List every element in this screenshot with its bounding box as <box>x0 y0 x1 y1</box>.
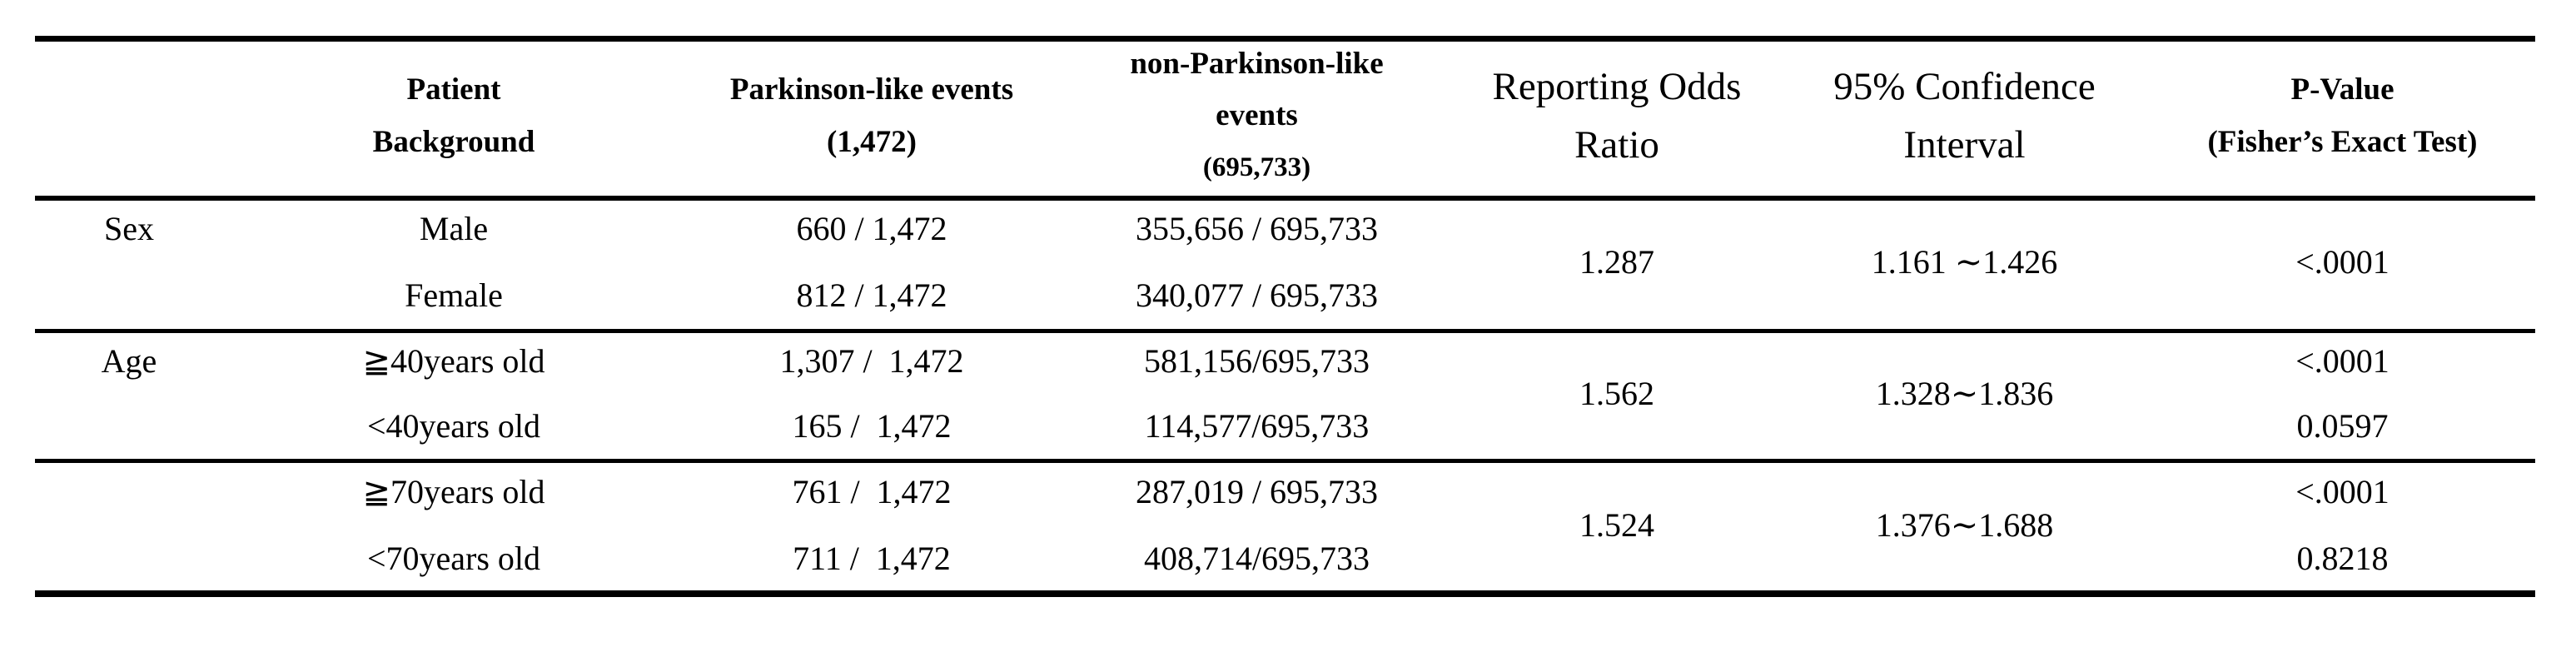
header-line: P-Value <box>2290 72 2394 107</box>
cell-background-lt40: <40years old <box>366 407 541 445</box>
cell-background-ge40: ≧40years old <box>362 342 545 380</box>
header-non-parkinson-events: non-Parkinson-like events (695,733) <box>1059 36 1455 196</box>
header-confidence-interval: 95% Confidence Interval <box>1779 36 2150 196</box>
cell-events-lt70: 711 / 1,472 <box>793 540 951 577</box>
table-rule-header <box>35 196 2535 201</box>
cell-ror-age70: 1.524 <box>1579 506 1654 544</box>
cell-ror-age40: 1.562 <box>1579 375 1654 412</box>
cell-background-male: Male <box>419 210 489 247</box>
cell-background-ge70: ≧70years old <box>362 473 545 510</box>
header-reporting-odds-ratio: Reporting Odds Ratio <box>1455 36 1779 196</box>
cell-events-lt40: 165 / 1,472 <box>792 407 952 445</box>
cell-ci-age70: 1.376∼1.688 <box>1875 506 2054 544</box>
cell-p-lt70: 0.8218 <box>2296 540 2389 577</box>
cell-events-ge70: 761 / 1,472 <box>792 473 952 510</box>
group-label-age: Age <box>101 342 157 380</box>
header-line: Reporting Odds <box>1492 65 1742 108</box>
table-rule-age40-age70 <box>35 459 2535 463</box>
cell-p-ge40: <.0001 <box>2295 342 2390 380</box>
header-line: Interval <box>1903 123 2026 167</box>
cell-nonevents-female: 340,077 / 695,733 <box>1135 276 1379 314</box>
header-line: (1,472) <box>827 125 917 159</box>
results-table: Patient Background Parkinson-like events… <box>35 36 2535 597</box>
cell-p-lt40: 0.0597 <box>2296 407 2389 445</box>
table-rule-sex-age <box>35 329 2535 333</box>
header-line: (Fisher’s Exact Test) <box>2207 125 2478 159</box>
header-line: events <box>1216 98 1298 132</box>
header-line: Background <box>372 125 535 159</box>
cell-events-ge40: 1,307 / 1,472 <box>779 342 964 380</box>
cell-nonevents-ge70: 287,019 / 695,733 <box>1135 473 1379 510</box>
cell-p-sex: <.0001 <box>2295 243 2390 281</box>
cell-nonevents-ge40: 581,156/695,733 <box>1143 342 1370 380</box>
header-line: Parkinson-like events <box>729 72 1014 107</box>
cell-nonevents-lt40: 114,577/695,733 <box>1144 407 1370 445</box>
table-rule-bottom <box>35 590 2535 597</box>
cell-nonevents-lt70: 408,714/695,733 <box>1143 540 1370 577</box>
header-line: (695,733) <box>1202 152 1311 182</box>
header-line: 95% Confidence <box>1833 65 2096 108</box>
cell-ci-age40: 1.328∼1.836 <box>1875 375 2054 412</box>
cell-background-female: Female <box>405 276 503 314</box>
cell-ci-sex: 1.161 ∼1.426 <box>1871 243 2058 281</box>
header-line: non-Parkinson-like <box>1130 47 1384 81</box>
cell-nonevents-male: 355,656 / 695,733 <box>1135 210 1379 247</box>
cell-p-ge70: <.0001 <box>2295 473 2390 510</box>
cell-events-male: 660 / 1,472 <box>796 210 947 247</box>
cell-background-lt70: <70years old <box>366 540 541 577</box>
header-line: Patient <box>406 72 501 107</box>
header-line: Ratio <box>1574 123 1659 167</box>
header-patient-background: Patient Background <box>223 36 684 196</box>
cell-events-female: 812 / 1,472 <box>796 276 947 314</box>
table-rule-top <box>35 36 2535 42</box>
header-p-value: P-Value (Fisher’s Exact Test) <box>2150 36 2535 196</box>
header-parkinson-events: Parkinson-like events (1,472) <box>684 36 1059 196</box>
group-label-sex: Sex <box>104 210 154 247</box>
cell-ror-sex: 1.287 <box>1579 243 1654 281</box>
